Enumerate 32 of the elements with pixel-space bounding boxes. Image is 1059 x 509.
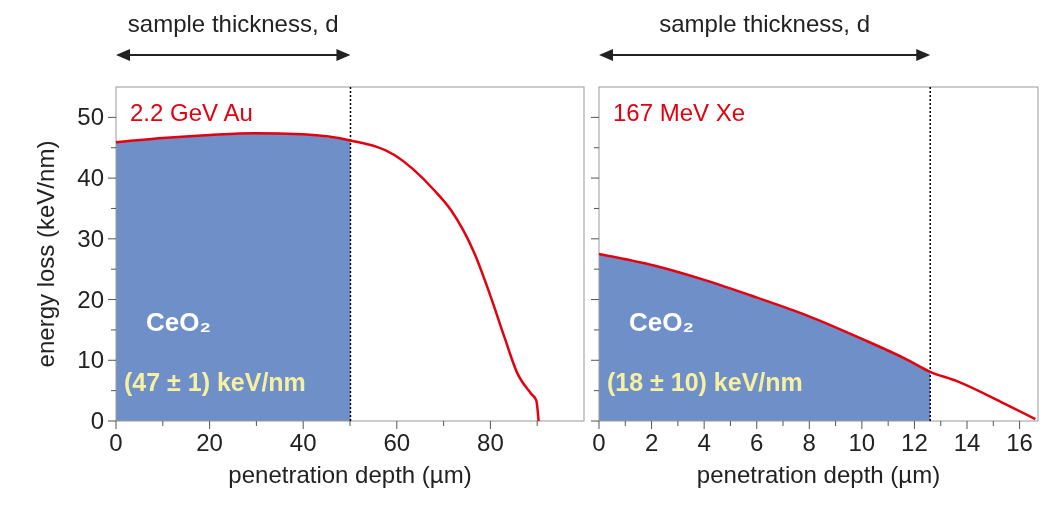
y-tick-label: 30 [77, 224, 104, 252]
y-tick-label: 20 [77, 285, 104, 313]
x-tick-label: 80 [477, 429, 504, 456]
x-tick-label: 12 [901, 429, 928, 456]
y-tick-label: 10 [77, 346, 104, 374]
x-tick-label: 0 [592, 429, 606, 456]
x-tick-label: 60 [383, 429, 411, 456]
x-tick-label: 20 [196, 429, 223, 456]
ref-line-label: sample thickness, d [659, 10, 870, 37]
annotation: CeO₂ [146, 306, 212, 337]
x-tick-label: 6 [750, 429, 764, 456]
text: 167 MeV Xe [613, 99, 746, 126]
line-series [114, 131, 540, 423]
x-tick-label: 2 [644, 429, 659, 456]
y-tick-label: 50 [77, 103, 104, 131]
series-label: 2.2 GeV Au [130, 99, 253, 126]
x-tick-label: 0 [109, 429, 123, 456]
x-tick-label: 10 [848, 429, 876, 456]
y-tick-label: 40 [77, 164, 104, 192]
x-tick-label: 4 [697, 429, 711, 456]
y-tick-label: 0 [90, 407, 104, 434]
annotation: CeO₂ [629, 306, 695, 337]
x-axis-title: penetration depth (µm) [696, 461, 941, 488]
x-tick-label: 40 [289, 429, 317, 456]
x-axis-title: penetration depth (µm) [228, 461, 472, 488]
x-tick-label: 16 [1006, 429, 1033, 456]
x-tick-label: 14 [953, 429, 981, 456]
annotation: (18 ± 10) keV/nm [607, 367, 803, 396]
y-axis-title: energy loss (keV/nm) [32, 140, 59, 368]
annotation: (47 ± 1) keV/nm [124, 367, 306, 396]
x-tick-label: 8 [802, 429, 816, 456]
ref-line-label: sample thickness, d [127, 10, 339, 37]
